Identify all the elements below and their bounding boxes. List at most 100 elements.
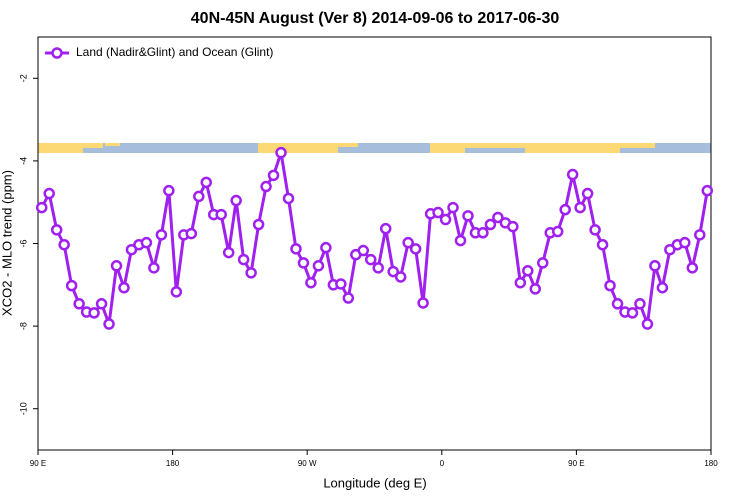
point bbox=[634, 298, 646, 310]
y-tick-label: -4 bbox=[18, 157, 28, 165]
x-tick-label: 90 W bbox=[298, 459, 317, 468]
land-band bbox=[338, 143, 358, 147]
point bbox=[604, 279, 616, 292]
point bbox=[447, 201, 459, 214]
land-band bbox=[105, 143, 120, 146]
point bbox=[297, 257, 310, 269]
point bbox=[641, 318, 654, 330]
point bbox=[73, 298, 85, 310]
y-tick-label: -8 bbox=[18, 322, 28, 330]
point bbox=[492, 211, 504, 224]
point bbox=[529, 283, 542, 295]
point bbox=[686, 262, 699, 274]
point bbox=[163, 184, 175, 197]
chart-title: 40N-45N August (Ver 8) 2014-09-06 to 201… bbox=[191, 10, 560, 27]
point bbox=[507, 220, 519, 233]
point bbox=[589, 224, 601, 236]
point bbox=[611, 298, 624, 310]
legend-marker bbox=[51, 47, 63, 59]
y-tick-label: -6 bbox=[18, 239, 28, 247]
x-axis-label: Longitude (deg E) bbox=[323, 475, 426, 490]
land-ocean-band bbox=[38, 143, 711, 153]
x-tick-label: 90 E bbox=[568, 459, 584, 468]
point bbox=[679, 236, 691, 249]
point bbox=[43, 187, 55, 200]
point bbox=[417, 297, 429, 309]
point bbox=[462, 210, 474, 222]
point bbox=[170, 286, 183, 298]
point bbox=[365, 253, 377, 266]
point bbox=[260, 180, 272, 193]
point bbox=[649, 260, 661, 272]
point bbox=[656, 281, 669, 294]
point bbox=[701, 184, 714, 197]
ocean-band bbox=[38, 143, 711, 153]
point bbox=[372, 262, 384, 274]
point bbox=[222, 246, 235, 259]
point bbox=[626, 307, 639, 319]
point bbox=[103, 318, 115, 330]
land-band bbox=[258, 143, 338, 153]
legend-label: Land (Nadir&Glint) and Ocean (Glint) bbox=[76, 45, 273, 59]
point bbox=[379, 222, 392, 235]
point bbox=[342, 292, 355, 304]
land-band bbox=[525, 143, 620, 153]
point bbox=[118, 281, 130, 294]
point bbox=[185, 227, 198, 240]
point bbox=[230, 194, 242, 207]
point bbox=[193, 190, 205, 203]
point bbox=[537, 257, 549, 269]
point bbox=[125, 243, 138, 256]
point bbox=[439, 213, 452, 226]
point bbox=[245, 267, 257, 279]
land-band bbox=[430, 143, 465, 153]
point bbox=[522, 265, 534, 277]
land-band bbox=[465, 143, 525, 148]
land-band bbox=[620, 143, 655, 148]
x-tick-label: 180 bbox=[704, 459, 718, 468]
point bbox=[559, 203, 571, 216]
point bbox=[110, 260, 123, 272]
point bbox=[200, 176, 212, 189]
point bbox=[394, 271, 407, 283]
point bbox=[402, 236, 414, 249]
point bbox=[65, 279, 78, 292]
x-tick-label: 0 bbox=[440, 459, 445, 468]
y-tick-label: -2 bbox=[18, 74, 28, 82]
point bbox=[574, 201, 586, 214]
point bbox=[50, 224, 63, 236]
point bbox=[477, 227, 489, 239]
x-tick-label: 90 E bbox=[30, 459, 46, 468]
point bbox=[95, 298, 108, 310]
point bbox=[148, 262, 160, 274]
point bbox=[514, 276, 527, 289]
point bbox=[454, 234, 467, 247]
point bbox=[432, 206, 444, 219]
point bbox=[155, 229, 168, 241]
point bbox=[237, 253, 250, 266]
point bbox=[252, 218, 265, 231]
y-tick-label: -10 bbox=[18, 402, 28, 415]
point bbox=[694, 229, 706, 241]
point bbox=[551, 225, 564, 238]
point bbox=[140, 236, 153, 249]
series-line bbox=[40, 151, 709, 326]
point bbox=[35, 201, 48, 214]
point bbox=[58, 238, 70, 251]
point bbox=[88, 307, 100, 319]
point bbox=[581, 187, 594, 200]
point bbox=[664, 243, 676, 256]
point bbox=[312, 260, 325, 272]
point bbox=[275, 146, 287, 159]
point bbox=[305, 276, 317, 289]
point bbox=[566, 168, 579, 181]
point bbox=[357, 244, 370, 257]
point bbox=[320, 241, 332, 254]
point bbox=[335, 278, 347, 290]
point bbox=[267, 169, 280, 182]
point bbox=[596, 238, 609, 251]
land-band bbox=[38, 143, 83, 153]
x-tick-label: 180 bbox=[166, 459, 180, 468]
land-band bbox=[83, 143, 103, 148]
point bbox=[215, 208, 227, 221]
